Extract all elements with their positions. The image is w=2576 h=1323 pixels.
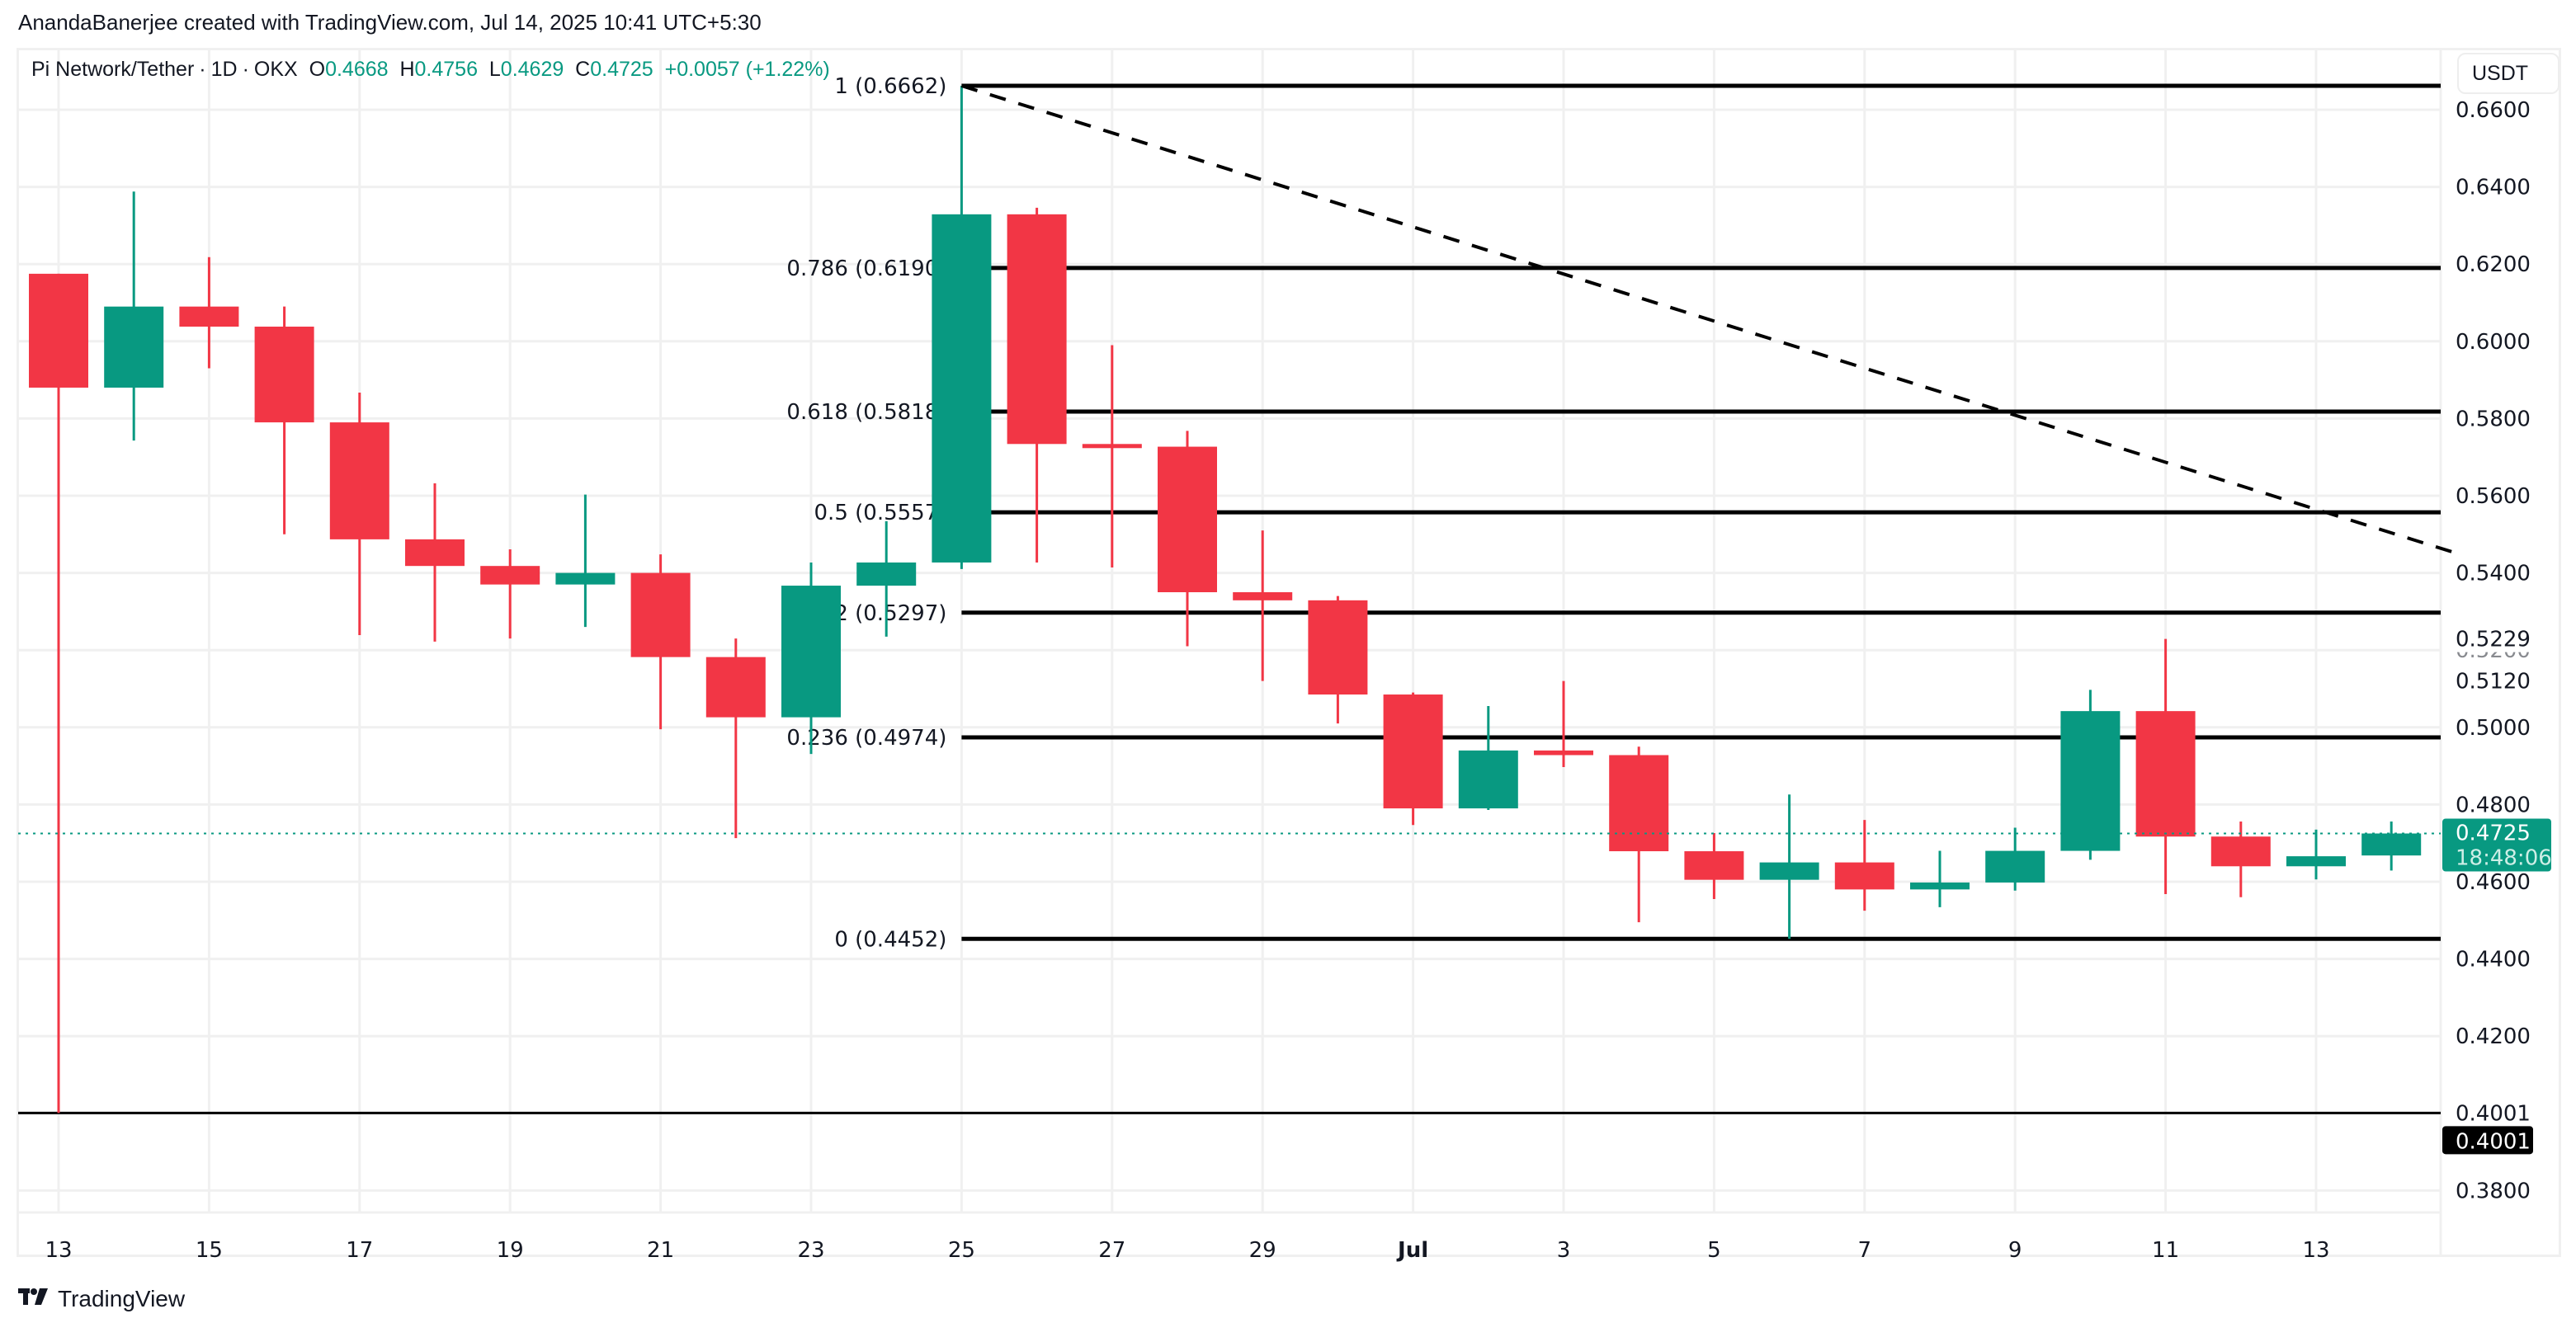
price-axis-tick: 0.3800 <box>2456 1179 2531 1203</box>
time-axis-tick: 17 <box>346 1238 373 1263</box>
time-axis-tick: 25 <box>948 1238 975 1263</box>
close-label: C <box>575 58 591 81</box>
candle-body[interactable] <box>1082 444 1142 449</box>
time-axis-tick: 9 <box>2008 1238 2022 1263</box>
candle-body[interactable] <box>1458 750 1518 809</box>
price-axis-tick: 0.5600 <box>2456 484 2531 509</box>
fib-level-label: 0.618 (0.5818) <box>786 400 946 425</box>
candle-body[interactable] <box>254 327 314 423</box>
price-axis-marker: 0.5120 <box>2456 670 2531 694</box>
candle-body[interactable] <box>29 273 88 388</box>
price-axis-tick: 0.4200 <box>2456 1024 2531 1049</box>
candle-body[interactable] <box>179 306 239 327</box>
price-axis-tick: 0.5800 <box>2456 407 2531 431</box>
candle-body[interactable] <box>2210 836 2271 867</box>
time-axis-tick: 5 <box>1707 1238 1721 1263</box>
support-price-badge <box>2442 1126 2533 1155</box>
price-axis-tick: 0.5000 <box>2456 716 2531 741</box>
candle-body[interactable] <box>1684 851 1744 880</box>
tradingview-brand: TradingView <box>58 1286 186 1311</box>
time-axis-tick: 13 <box>2302 1238 2329 1263</box>
interval[interactable]: 1D <box>210 58 238 81</box>
symbol-name[interactable]: Pi Network/Tether <box>31 58 195 81</box>
change-value: +0.0057 (+1.22%) <box>664 58 830 81</box>
candle-body[interactable] <box>1834 862 1894 890</box>
price-axis-marker: 0.5229 <box>2456 628 2531 652</box>
open-label: O <box>309 58 326 81</box>
time-axis-tick: 11 <box>2152 1238 2179 1263</box>
low-value: 0.4629 <box>500 58 564 81</box>
trendline-dashed[interactable] <box>960 84 2452 553</box>
time-axis-tick: 29 <box>1249 1238 1276 1263</box>
fib-level-label: 1 (0.6662) <box>834 74 946 99</box>
price-axis-tick: 0.4800 <box>2456 793 2531 817</box>
close-value: 0.4725 <box>590 58 653 81</box>
fib-level-label: 0.5 (0.5557) <box>814 501 947 525</box>
candle-body[interactable] <box>705 657 766 718</box>
symbol-legend: Pi Network/Tether · 1D · OKX O0.4668 H0.4756… <box>31 58 830 81</box>
exchange: OKX <box>253 58 298 81</box>
candle-body[interactable] <box>104 306 164 388</box>
price-axis-tick: 0.4400 <box>2456 948 2531 972</box>
currency-button[interactable]: USDT <box>2457 53 2559 94</box>
candle-body[interactable] <box>932 214 992 563</box>
time-axis-tick: 15 <box>196 1238 223 1263</box>
candle-body[interactable] <box>329 422 389 539</box>
chart-credit: AnandaBanerjee created with TradingView.… <box>18 10 762 35</box>
candle-body[interactable] <box>2135 711 2196 837</box>
open-value: 0.4668 <box>325 58 389 81</box>
time-axis-tick: 19 <box>497 1238 524 1263</box>
high-value: 0.4756 <box>414 58 478 81</box>
price-axis-marker-bg <box>2447 625 2555 652</box>
candle-body[interactable] <box>480 566 540 585</box>
countdown-timer: 18:48:06 <box>2456 846 2552 871</box>
candle-body[interactable] <box>781 586 841 718</box>
tradingview-logo-icon <box>18 1285 51 1313</box>
candle-body[interactable] <box>2286 856 2346 867</box>
last-price-value: 0.4725 <box>2456 822 2531 846</box>
candle-body[interactable] <box>1985 850 2045 883</box>
candle-body[interactable] <box>1233 592 1293 600</box>
time-axis-tick: 23 <box>797 1238 824 1263</box>
fib-level-label: 0.786 (0.6190) <box>786 257 946 281</box>
price-axis-tick: 0.5400 <box>2456 562 2531 586</box>
chart-frame <box>17 48 2561 1257</box>
candle-body[interactable] <box>1383 694 1443 809</box>
price-axis-tick: 0.6200 <box>2456 252 2531 277</box>
candle-body[interactable] <box>555 572 616 585</box>
candle-body[interactable] <box>405 539 465 567</box>
price-axis-tick: 0.6600 <box>2456 98 2531 123</box>
candle-body[interactable] <box>2060 711 2121 851</box>
price-axis-tick: 0.6000 <box>2456 330 2531 355</box>
candle-body[interactable] <box>1910 882 1970 890</box>
price-axis-marker: 0.4001 <box>2456 1101 2531 1126</box>
price-axis-marker-bg <box>2447 667 2555 694</box>
tradingview-logo[interactable]: TradingView <box>18 1285 185 1313</box>
candle-body[interactable] <box>2361 833 2422 856</box>
time-axis-tick: 21 <box>647 1238 674 1263</box>
high-label: H <box>399 58 415 81</box>
candle-body[interactable] <box>630 572 691 657</box>
fib-level-label: 0.236 (0.4974) <box>786 726 946 751</box>
price-axis-tick: 0.4600 <box>2456 870 2531 895</box>
support-price-badge-label: 0.4001 <box>2456 1129 2531 1154</box>
candle-body[interactable] <box>1158 446 1217 592</box>
candle-body[interactable] <box>1759 862 1819 880</box>
price-axis-tick: 0.6400 <box>2456 176 2531 200</box>
low-label: L <box>488 58 501 81</box>
candle-body[interactable] <box>1007 214 1067 445</box>
fib-level-label: 0 (0.4452) <box>834 927 946 952</box>
time-axis-tick: 27 <box>1098 1238 1125 1263</box>
time-axis-tick: 7 <box>1858 1238 1872 1263</box>
candle-body[interactable] <box>856 562 917 586</box>
candle-body[interactable] <box>1534 750 1593 756</box>
candle-body[interactable] <box>1609 755 1669 852</box>
time-axis-tick: 13 <box>45 1238 72 1263</box>
time-axis-tick: Jul <box>1396 1238 1428 1263</box>
candle-body[interactable] <box>1308 600 1368 695</box>
price-axis-marker-bg <box>2447 1099 2555 1127</box>
last-price-badge <box>2442 818 2551 872</box>
time-axis-tick: 3 <box>1557 1238 1571 1263</box>
